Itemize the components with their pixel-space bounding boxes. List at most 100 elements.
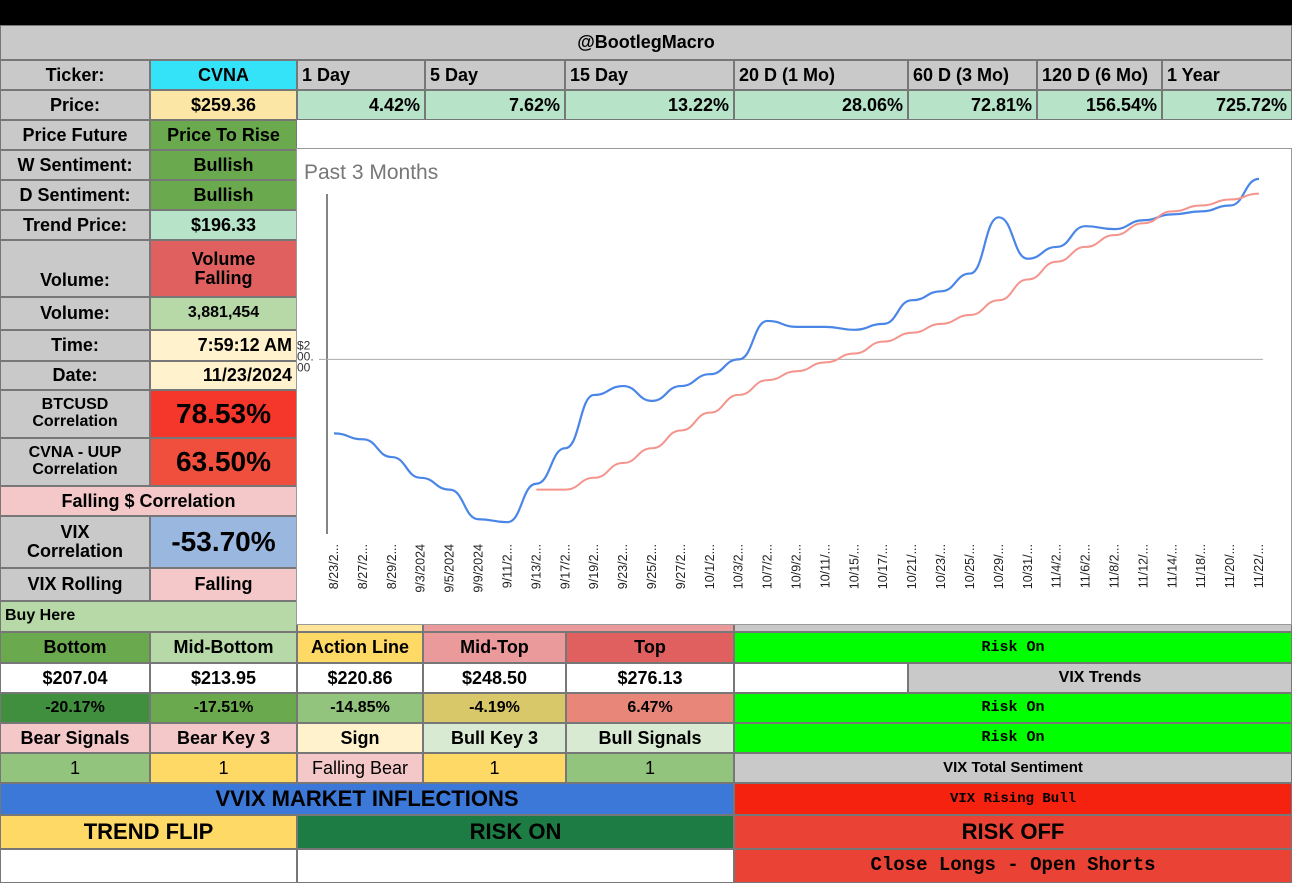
risk-on-label: RISK ON (297, 815, 734, 849)
chart-title: Past 3 Months (304, 161, 438, 184)
period-change: 156.54% (1037, 90, 1162, 120)
x-tick-label: 10/15/... (847, 544, 861, 589)
period-label: 120 D (6 Mo) (1037, 60, 1162, 90)
x-tick-label: 10/21/... (905, 544, 919, 589)
x-tick-label: 9/13/2... (529, 544, 543, 589)
risk-on-value (297, 849, 734, 883)
x-tick-label: 11/4/2... (1050, 544, 1064, 588)
ticker-label: Ticker: (0, 60, 150, 90)
sign-value: Falling Bear (297, 753, 423, 783)
uup-corr-label: CVNA - UUP Correlation (0, 438, 150, 486)
price-future-label: Price Future (0, 120, 150, 150)
period-change: 7.62% (425, 90, 565, 120)
x-tick-label: 10/7/2... (761, 544, 775, 589)
falling-corr-label: Falling $ Correlation (0, 486, 297, 516)
vix-rolling-label: VIX Rolling (0, 568, 150, 601)
x-tick-label: 10/3/2... (732, 544, 746, 589)
volume-trend-value: Volume Falling (150, 240, 297, 297)
period-label: 60 D (3 Mo) (908, 60, 1037, 90)
vix-trend-2: Risk On (734, 723, 1292, 753)
volume-trend-label: Volume: (0, 240, 150, 297)
level-top-header: Top (566, 632, 734, 663)
bear-key3-value: 1 (150, 753, 297, 783)
x-tick-label: 11/18/... (1194, 544, 1208, 588)
x-tick-label: 8/27/2... (356, 544, 370, 589)
x-tick-label: 9/19/2... (587, 544, 601, 589)
bear-signals-header: Bear Signals (0, 723, 150, 753)
date-value: 11/23/2024 (150, 361, 297, 390)
x-tick-label: 11/22/... (1252, 544, 1266, 588)
x-tick-label: 11/12/... (1136, 544, 1150, 588)
level-action-line-pct: -14.85% (297, 693, 423, 723)
level-mid-bottom-price: $213.95 (150, 663, 297, 693)
vix-trends-blank (734, 663, 908, 693)
sign-header: Sign (297, 723, 423, 753)
level-mid-bottom-header: Mid-Bottom (150, 632, 297, 663)
x-tick-label: 9/3/2024 (414, 544, 428, 593)
level-bottom-header: Bottom (0, 632, 150, 663)
period-change: 13.22% (565, 90, 734, 120)
x-tick-label: 10/23/... (934, 544, 948, 589)
x-tick-label: 8/23/2... (327, 544, 341, 589)
level-bottom-price: $207.04 (0, 663, 150, 693)
bull-signals-value: 1 (566, 753, 734, 783)
period-label: 1 Day (297, 60, 425, 90)
price-chart-svg: Past 3 Months $2 00. 00 8/23/2... 8/27/2... 8… (297, 161, 1266, 593)
trend-flip-label: TREND FLIP (0, 815, 297, 849)
ticker-value[interactable]: CVNA (150, 60, 297, 90)
volume-value: 3,881,454 (150, 297, 297, 330)
vix-bull-sentiment-value: Risk On (734, 632, 1292, 663)
header-title: @BootlegMacro (0, 25, 1292, 60)
w-sentiment-label: W Sentiment: (0, 150, 150, 180)
level-action-line-header: Action Line (297, 632, 423, 663)
vix-trends-title: VIX Trends (908, 663, 1292, 693)
time-value: 7:59:12 AM (150, 330, 297, 361)
vix-rolling-value: Falling (150, 568, 297, 601)
period-change: 4.42% (297, 90, 425, 120)
level-mid-top-pct: -4.19% (423, 693, 566, 723)
trend-line (536, 192, 1260, 491)
vix-corr-value: -53.70% (150, 516, 297, 568)
x-tick-label: 11/8/2... (1107, 544, 1121, 588)
x-tick-label: 9/11/2... (500, 544, 514, 588)
x-tick-label: 10/1/2... (703, 544, 717, 589)
vix-trend-1: Risk On (734, 693, 1292, 723)
x-tick-label: 10/17/... (876, 544, 890, 589)
x-tick-label: 11/14/... (1165, 544, 1179, 588)
period-label: 20 D (1 Mo) (734, 60, 908, 90)
y-tick-label: $2 00. 00 (297, 338, 314, 374)
x-tick-label: 9/25/2... (645, 544, 659, 589)
level-mid-top-header: Mid-Top (423, 632, 566, 663)
period-change: 28.06% (734, 90, 908, 120)
btc-corr-label: BTCUSD Correlation (0, 390, 150, 438)
btc-corr-value: 78.53% (150, 390, 297, 438)
bear-key3-header: Bear Key 3 (150, 723, 297, 753)
volume-label: Volume: (0, 297, 150, 330)
price-chart: Past 3 Months $2 00. 00 8/23/2... 8/27/2... 8… (296, 148, 1292, 625)
w-sentiment-value: Bullish (150, 150, 297, 180)
date-label: Date: (0, 361, 150, 390)
x-tick-label: 11/6/2... (1079, 544, 1093, 588)
d-sentiment-value: Bullish (150, 180, 297, 210)
level-top-pct: 6.47% (566, 693, 734, 723)
bull-signals-header: Bull Signals (566, 723, 734, 753)
bull-key3-header: Bull Key 3 (423, 723, 566, 753)
uup-corr-value: 63.50% (150, 438, 297, 486)
period-label: 5 Day (425, 60, 565, 90)
x-tick-label: 9/27/2... (674, 544, 688, 589)
period-change: 725.72% (1162, 90, 1292, 120)
bull-key3-value: 1 (423, 753, 566, 783)
d-sentiment-label: D Sentiment: (0, 180, 150, 210)
x-tick-label: 11/20/... (1223, 544, 1237, 588)
vix-total-value: VIX Rising Bull (734, 783, 1292, 815)
vix-total-title: VIX Total Sentiment (734, 753, 1292, 783)
period-label: 15 Day (565, 60, 734, 90)
bear-signals-value: 1 (0, 753, 150, 783)
level-mid-bottom-pct: -17.51% (150, 693, 297, 723)
x-tick-label: 9/17/2... (558, 544, 572, 589)
trend-flip-value (0, 849, 297, 883)
x-tick-label: 10/29/... (992, 544, 1006, 589)
spreadsheet: @BootlegMacro Ticker: CVNA 1 Day 5 Day 15 … (0, 25, 1292, 885)
level-bottom-pct: -20.17% (0, 693, 150, 723)
trend-price-value: $196.33 (150, 210, 297, 240)
